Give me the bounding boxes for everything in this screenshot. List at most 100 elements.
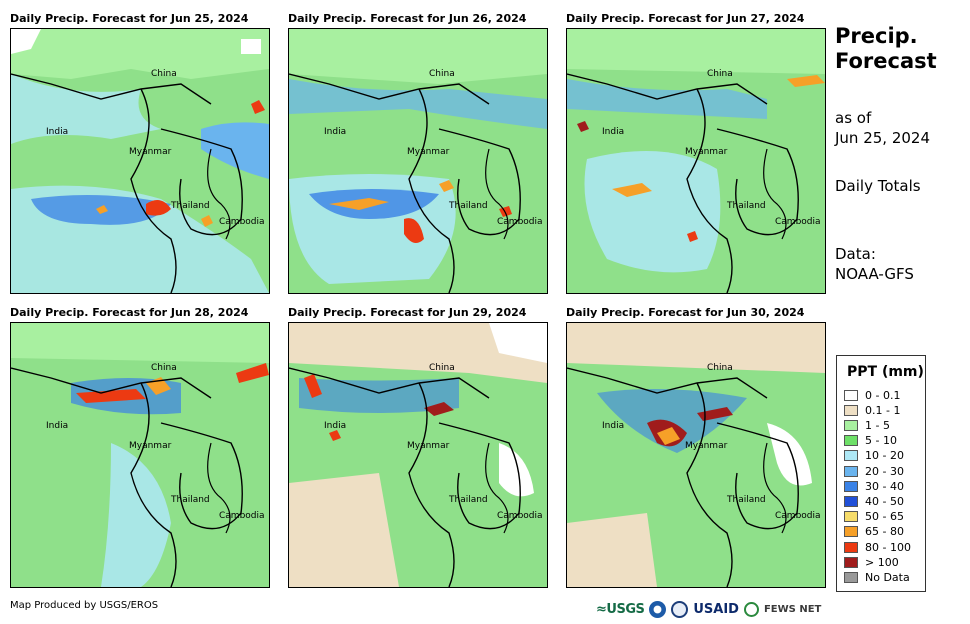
label-myanmar: Myanmar [407, 441, 450, 451]
legend-swatch [844, 389, 858, 401]
legend-swatch [844, 419, 858, 431]
panel-6-title: Daily Precip. Forecast for Jun 30, 2024 [566, 306, 805, 319]
map-panel-2: China India Myanmar Thailand Cambodia [288, 28, 548, 294]
map-panel-1: China India Myanmar Thailand Cambodia [10, 28, 270, 294]
label-china: China [151, 363, 177, 373]
legend-item: 80 - 100 [844, 540, 911, 554]
partner-logos: ≈USGS USAID FEWS NET [596, 598, 826, 620]
legend-item: 0.1 - 1 [844, 403, 900, 417]
legend-label: 10 - 20 [865, 449, 904, 463]
label-thailand: Thailand [171, 495, 210, 505]
legend-swatch [844, 541, 858, 553]
legend-title: PPT (mm) [847, 364, 924, 380]
label-cambodia: Cambodia [219, 217, 265, 227]
credit-text: Map Produced by USGS/EROS [10, 600, 159, 611]
legend-swatch [844, 404, 858, 416]
panel-4-title: Daily Precip. Forecast for Jun 28, 2024 [10, 306, 249, 319]
panel-1-title: Daily Precip. Forecast for Jun 25, 2024 [10, 12, 249, 25]
legend-swatch [844, 435, 858, 447]
label-myanmar: Myanmar [407, 147, 450, 157]
forecast-title-line2: Forecast [835, 49, 937, 73]
label-india: India [602, 127, 625, 137]
legend-swatch [844, 465, 858, 477]
data-source-line2: NOAA-GFS [835, 265, 914, 283]
map-panel-3: China India Myanmar Thailand Cambodia [566, 28, 826, 294]
panel-2-title: Daily Precip. Forecast for Jun 26, 2024 [288, 12, 527, 25]
state-dept-logo [671, 600, 689, 618]
legend-item: 40 - 50 [844, 494, 904, 508]
legend-item: 0 - 0.1 [844, 388, 900, 402]
legend-label: 65 - 80 [865, 525, 904, 539]
panel-3-title: Daily Precip. Forecast for Jun 27, 2024 [566, 12, 805, 25]
forecast-title-line1: Precip. [835, 24, 918, 48]
label-thailand: Thailand [171, 201, 210, 211]
legend-label: 5 - 10 [865, 434, 897, 448]
noaa-logo [649, 600, 667, 618]
legend-item: 1 - 5 [844, 418, 890, 432]
fews-net-logo: FEWS NET [763, 603, 822, 615]
label-cambodia: Cambodia [219, 511, 265, 521]
label-thailand: Thailand [727, 495, 766, 505]
legend-item: 50 - 65 [844, 510, 904, 524]
label-thailand: Thailand [449, 201, 488, 211]
legend-swatch [844, 450, 858, 462]
label-thailand: Thailand [727, 201, 766, 211]
legend-label: 30 - 40 [865, 479, 904, 493]
legend-label: 80 - 100 [865, 540, 911, 554]
data-source-line1: Data: [835, 245, 876, 263]
panel-5-title: Daily Precip. Forecast for Jun 29, 2024 [288, 306, 527, 319]
map-panel-4: China India Myanmar Thailand Cambodia [10, 322, 270, 588]
legend-label: 20 - 30 [865, 464, 904, 478]
legend-item: 30 - 40 [844, 479, 904, 493]
label-myanmar: Myanmar [685, 147, 728, 157]
map-panel-6: China India Myanmar Thailand Cambodia [566, 322, 826, 588]
forecast-title: Precip. Forecast [835, 24, 937, 74]
fews-net-icon [743, 601, 759, 617]
precip-map-5 [289, 323, 547, 587]
label-china: China [707, 69, 733, 79]
legend-swatch [844, 495, 858, 507]
legend-label: 50 - 65 [865, 510, 904, 524]
label-china: China [707, 363, 733, 373]
label-india: India [46, 421, 69, 431]
legend-swatch [844, 526, 858, 538]
label-india: India [324, 127, 347, 137]
usgs-logo: ≈USGS [596, 601, 645, 617]
label-china: China [429, 69, 455, 79]
legend-swatch [844, 571, 858, 583]
legend-item: 65 - 80 [844, 525, 904, 539]
label-india: India [602, 421, 625, 431]
label-india: India [324, 421, 347, 431]
totals-text: Daily Totals [835, 177, 921, 195]
legend-label: No Data [865, 570, 910, 584]
asof-line1: as of [835, 109, 872, 127]
legend-label: 1 - 5 [865, 418, 890, 432]
label-myanmar: Myanmar [129, 441, 172, 451]
usgs-logo-text: USGS [606, 601, 645, 617]
legend-label: 40 - 50 [865, 494, 904, 508]
label-china: China [151, 69, 177, 79]
legend-item: 10 - 20 [844, 449, 904, 463]
label-myanmar: Myanmar [685, 441, 728, 451]
legend-label: > 100 [865, 555, 899, 569]
precip-map-6 [567, 323, 825, 587]
legend-label: 0 - 0.1 [865, 388, 901, 402]
legend-item: 5 - 10 [844, 434, 897, 448]
legend-item: > 100 [844, 555, 899, 569]
label-china: China [429, 363, 455, 373]
label-cambodia: Cambodia [497, 217, 543, 227]
asof-text: as of Jun 25, 2024 [835, 108, 930, 148]
usaid-logo: USAID [693, 601, 739, 617]
legend-swatch [844, 556, 858, 568]
label-thailand: Thailand [449, 495, 488, 505]
data-source-text: Data: NOAA-GFS [835, 244, 914, 284]
label-myanmar: Myanmar [129, 147, 172, 157]
precip-map-2 [289, 29, 547, 293]
label-cambodia: Cambodia [497, 511, 543, 521]
label-india: India [46, 127, 69, 137]
label-cambodia: Cambodia [775, 217, 821, 227]
precip-map-4 [11, 323, 269, 587]
label-cambodia: Cambodia [775, 511, 821, 521]
map-panel-5: China India Myanmar Thailand Cambodia [288, 322, 548, 588]
